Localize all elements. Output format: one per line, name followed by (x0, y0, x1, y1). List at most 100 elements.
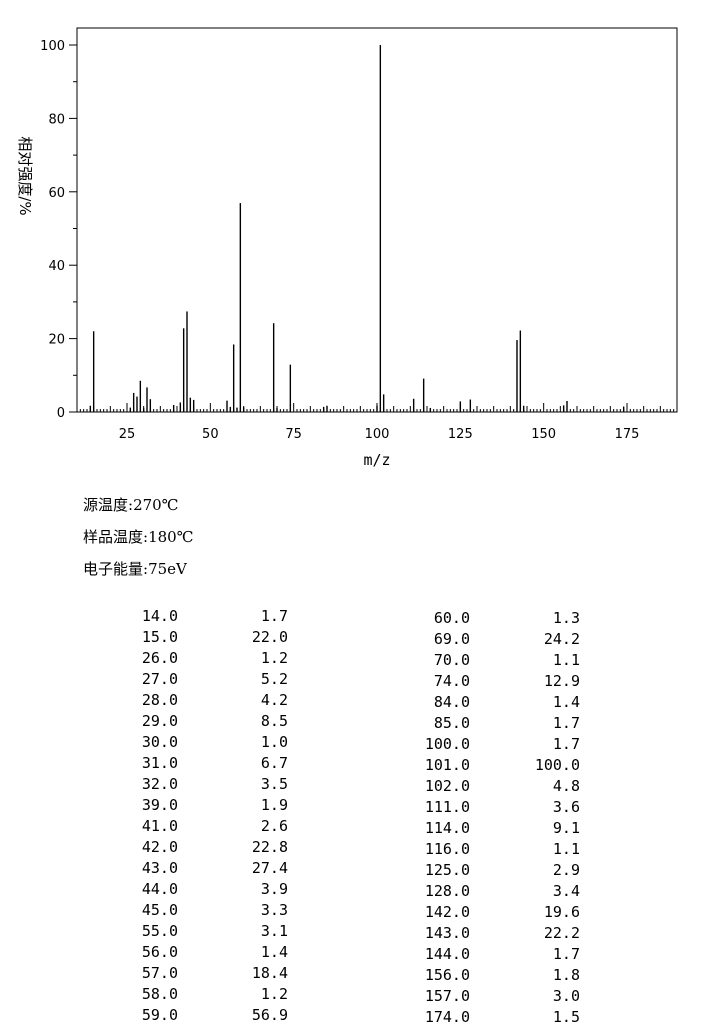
mz-value: 116.0 (424, 840, 470, 858)
abundance-value: 1.5 (552, 1008, 580, 1026)
y-tick-label: 60 (48, 186, 65, 201)
mz-value: 114.0 (424, 819, 470, 837)
spectrum-peaks (89, 45, 625, 412)
abundance-value: 1.4 (552, 693, 580, 711)
mz-value: 59.0 (141, 1006, 178, 1024)
table-row: 60.0 1.3 (372, 608, 580, 629)
table-row: 45.0 3.3 (80, 900, 288, 921)
mz-value: 174.0 (424, 1008, 470, 1026)
mz-value: 15.0 (141, 628, 178, 646)
table-row: 29.0 8.5 (80, 711, 288, 732)
mz-value: 85.0 (433, 714, 470, 732)
table-row: 39.0 1.9 (80, 795, 288, 816)
mz-value: 142.0 (424, 903, 470, 921)
mz-value: 102.0 (424, 777, 470, 795)
table-row: 156.0 1.8 (372, 965, 580, 986)
mz-value: 111.0 (424, 798, 470, 816)
table-row: 44.0 3.9 (80, 879, 288, 900)
table-row: 26.0 1.2 (80, 648, 288, 669)
abundance-value: 6.7 (260, 754, 288, 772)
x-axis-ticks: 25 50 75 100 125 150 175 (79, 403, 675, 442)
mz-value: 144.0 (424, 945, 470, 963)
abundance-value: 8.5 (260, 712, 288, 730)
x-tick-label: 125 (448, 427, 473, 442)
abundance-value: 24.2 (543, 630, 580, 648)
y-axis-label: 相对强度/% (16, 136, 34, 215)
abundance-value: 1.8 (552, 966, 580, 984)
table-row: 102.0 4.8 (372, 776, 580, 797)
info-line: 样品温度:180℃ (83, 528, 194, 546)
y-axis-ticks: 0 20 40 60 80 100 (40, 39, 77, 421)
table-row: 114.0 9.1 (372, 818, 580, 839)
abundance-value: 1.4 (260, 943, 288, 961)
abundance-value: 1.2 (260, 985, 288, 1003)
mass-spectrum-chart: 0 20 40 60 80 100 25 50 75 100 125 150 175 m/z 相对强度… (16, 27, 678, 469)
mz-value: 43.0 (141, 859, 178, 877)
table-row: 70.0 1.1 (372, 650, 580, 671)
mz-value: 125.0 (424, 861, 470, 879)
abundance-value: 22.0 (251, 628, 288, 646)
table-row: 143.0 22.2 (372, 923, 580, 944)
mz-value: 55.0 (141, 922, 178, 940)
plot-frame (76, 27, 678, 413)
abundance-value: 3.3 (260, 901, 288, 919)
abundance-value: 1.0 (260, 733, 288, 751)
x-tick-label: 25 (119, 427, 136, 442)
abundance-value: 3.1 (260, 922, 288, 940)
info-value: 270℃ (133, 496, 179, 514)
mz-value: 156.0 (424, 966, 470, 984)
table-row: 144.0 1.7 (372, 944, 580, 965)
table-row: 142.0 19.6 (372, 902, 580, 923)
abundance-value: 1.2 (260, 649, 288, 667)
mz-value: 60.0 (433, 609, 470, 627)
table-row: 85.0 1.7 (372, 713, 580, 734)
mz-value: 100.0 (424, 735, 470, 753)
table-row: 28.0 4.2 (80, 690, 288, 711)
abundance-value: 2.6 (260, 817, 288, 835)
mz-value: 39.0 (141, 796, 178, 814)
info-label: 样品温度 (83, 528, 144, 546)
mz-value: 44.0 (141, 880, 178, 898)
abundance-value: 3.9 (260, 880, 288, 898)
table-row: 128.0 3.4 (372, 881, 580, 902)
abundance-value: 1.3 (552, 609, 580, 627)
table-row: 42.0 22.8 (80, 837, 288, 858)
mz-value: 157.0 (424, 987, 470, 1005)
table-row: 31.0 6.7 (80, 753, 288, 774)
abundance-value: 2.9 (552, 861, 580, 879)
y-tick-label: 40 (48, 259, 65, 274)
abundance-value: 19.6 (543, 903, 580, 921)
table-row: 56.0 1.4 (80, 942, 288, 963)
table-row: 84.0 1.4 (372, 692, 580, 713)
mz-value: 70.0 (433, 651, 470, 669)
table-row: 111.0 3.6 (372, 797, 580, 818)
y-tick-label: 80 (48, 112, 65, 127)
table-row: 14.0 1.7 (80, 606, 288, 627)
abundance-value: 5.2 (260, 670, 288, 688)
abundance-value: 56.9 (251, 1006, 288, 1024)
table-row: 116.0 1.1 (372, 839, 580, 860)
x-tick-label: 75 (285, 427, 302, 442)
abundance-value: 1.7 (552, 735, 580, 753)
abundance-value: 27.4 (251, 859, 288, 877)
info-line: 电子能量:75eV (83, 560, 187, 578)
abundance-value: 100.0 (534, 756, 580, 774)
mz-value: 69.0 (433, 630, 470, 648)
x-axis-label: m/z (363, 451, 390, 469)
table-row: 74.0 12.9 (372, 671, 580, 692)
mz-value: 31.0 (141, 754, 178, 772)
info-line: 源温度:270℃ (83, 496, 179, 514)
mz-value: 28.0 (141, 691, 178, 709)
mz-value: 14.0 (141, 607, 178, 625)
mz-value: 45.0 (141, 901, 178, 919)
x-tick-label: 150 (531, 427, 556, 442)
y-tick-label: 0 (57, 406, 65, 421)
table-row: 174.0 1.5 (372, 1007, 580, 1028)
abundance-value: 3.0 (552, 987, 580, 1005)
y-tick-label: 20 (48, 333, 65, 348)
table-row: 15.0 22.0 (80, 627, 288, 648)
abundance-value: 3.5 (260, 775, 288, 793)
abundance-value: 3.6 (552, 798, 580, 816)
abundance-value: 22.2 (543, 924, 580, 942)
table-row: 55.0 3.1 (80, 921, 288, 942)
